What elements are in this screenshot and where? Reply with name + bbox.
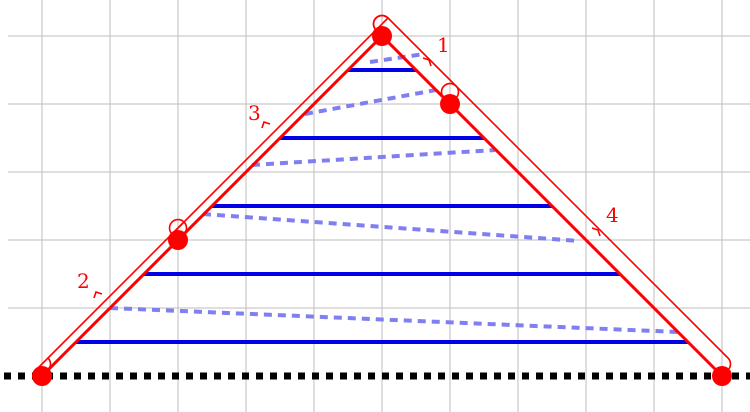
vertex-dots (32, 26, 732, 386)
dashed-line (251, 148, 496, 167)
brace-tip-2 (93, 290, 103, 299)
brace-tip-3 (261, 120, 271, 129)
vertex-dot-apex (372, 26, 392, 46)
dashed-line (369, 52, 425, 64)
brace-tip-4 (591, 227, 601, 237)
brace-segment-3 (170, 14, 390, 238)
vertex-dot-right (712, 366, 732, 386)
dashed-lines (109, 52, 679, 334)
division-dot-right (440, 94, 460, 114)
dashed-line (109, 306, 679, 334)
dashed-line (202, 212, 581, 243)
segment-label-2: 2 (77, 269, 90, 293)
vertex-dot-left (32, 366, 52, 386)
segment-label-4: 4 (606, 203, 619, 227)
segment-label-1: 1 (437, 33, 450, 57)
brace-tip-1 (422, 57, 432, 67)
segment-label-3: 3 (248, 101, 261, 125)
solid-lines (76, 68, 688, 344)
division-dot-left (168, 230, 188, 250)
